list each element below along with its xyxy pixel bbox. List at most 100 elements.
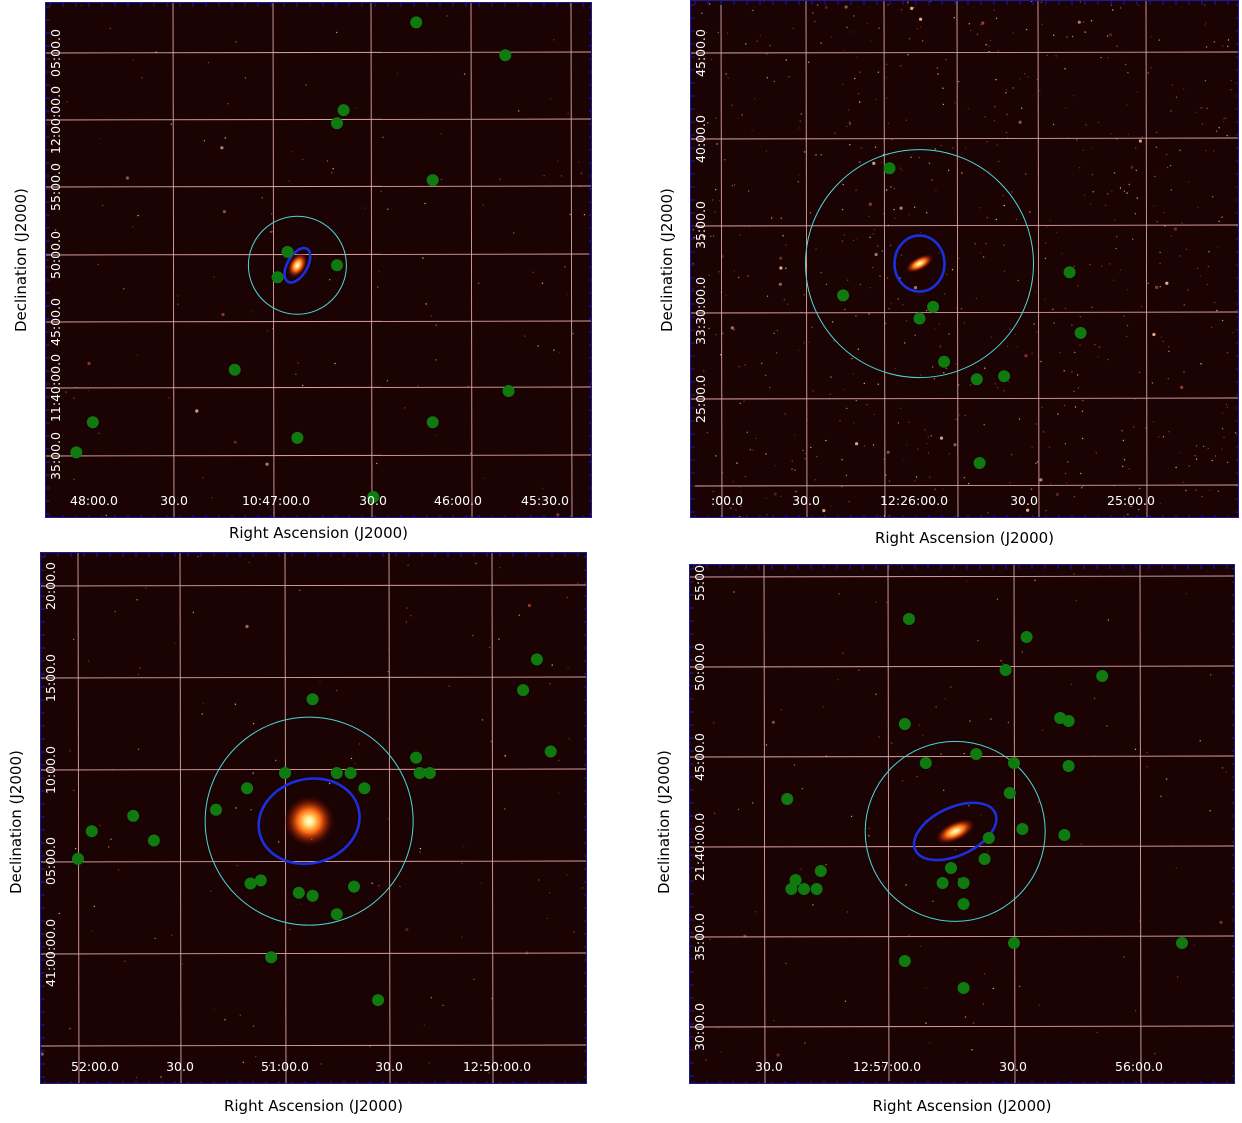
field-star [1007,721,1010,724]
field-star [202,477,204,479]
field-star [1234,432,1237,434]
field-star [1205,149,1207,152]
field-star [377,286,379,288]
field-star [1107,193,1109,195]
field-star [1127,513,1129,516]
field-star [364,207,366,209]
field-star [1050,482,1052,484]
field-star [566,293,568,296]
field-star [926,442,928,445]
field-star [869,287,871,289]
y-tick-label: 05:00.0 [48,29,63,77]
field-star [736,462,738,464]
field-star [1183,304,1185,306]
field-star [250,809,252,811]
field-star [1057,413,1059,415]
y-tick-label: 21:40:00.0 [692,813,707,881]
y-tick-label: 33:30:00.0 [693,277,708,345]
field-star [843,49,845,52]
grid-line-vertical [1013,565,1016,1083]
field-star [1064,443,1067,445]
field-star [833,340,835,342]
grid-line-horizontal [691,397,1238,400]
field-star [1064,107,1067,109]
field-star [1082,485,1084,488]
field-star [1202,445,1205,448]
field-star [399,885,401,888]
field-star [1179,255,1181,257]
y-tick-label: 45:00.0 [693,29,708,77]
field-star [1135,169,1137,172]
field-star [875,98,877,101]
field-star [543,175,545,177]
data-point [982,832,995,844]
field-star [804,458,806,460]
field-star [1204,4,1206,6]
field-star [931,179,933,181]
field-star [990,336,992,338]
field-star [1123,956,1125,958]
field-star [1110,4,1113,7]
x-tick-label: 56:00.0 [1115,1059,1163,1074]
field-star [1035,291,1037,294]
field-star [735,509,737,511]
field-star [908,38,911,40]
field-star [785,962,787,964]
field-star [919,231,922,234]
field-star [908,421,910,423]
field-star [1122,439,1125,442]
field-star [1082,21,1085,23]
field-star [844,1000,847,1002]
field-star [770,217,773,219]
field-star [117,869,120,871]
grid-line-vertical [805,1,808,517]
field-star [713,722,715,724]
field-star [1167,346,1170,348]
field-star [65,391,67,393]
field-star [1083,194,1086,196]
y-tick-label: 55:00.0 [48,163,63,211]
field-star [886,277,889,279]
grid-line-horizontal [46,386,591,389]
field-star [549,97,552,100]
field-star [890,186,892,188]
field-star [1187,289,1189,291]
field-star [74,847,77,850]
field-star [1031,446,1033,449]
x-tick-label: 30.0 [1010,493,1038,508]
field-star [98,432,100,434]
field-star [714,211,716,213]
data-point [1058,829,1071,841]
field-star [725,73,727,75]
y-axis-label-2: Declination (J2000) [658,188,676,332]
field-star [1012,32,1014,34]
field-star [548,892,551,894]
galaxy-ellipse [912,801,998,862]
field-star [1112,279,1115,281]
field-star [1160,795,1162,797]
data-point [413,767,426,779]
field-star [693,236,695,239]
field-star [943,789,945,791]
x-tick-label: 10:47:00.0 [242,493,310,508]
field-star [858,669,860,671]
field-star [1216,309,1218,312]
field-star [1098,346,1101,348]
field-star [387,670,390,673]
field-star [703,370,705,372]
field-star [404,407,406,409]
field-star [715,189,717,191]
field-star [705,1059,707,1061]
search-radius-circle [864,740,1046,922]
field-star [378,271,380,273]
field-star [966,580,968,582]
field-star [1006,345,1009,347]
field-star [872,161,876,165]
field-star [538,879,540,881]
field-star [710,235,712,237]
field-star [724,159,726,161]
field-star [461,936,463,938]
field-star [766,295,769,297]
field-star [863,445,866,447]
field-star [950,686,952,688]
